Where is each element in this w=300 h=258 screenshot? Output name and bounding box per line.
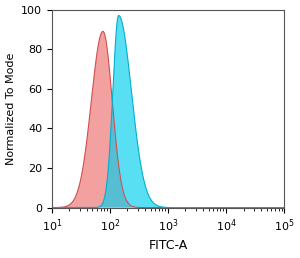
X-axis label: FITC-A: FITC-A [148, 239, 188, 252]
Y-axis label: Normalized To Mode: Normalized To Mode [6, 52, 16, 165]
